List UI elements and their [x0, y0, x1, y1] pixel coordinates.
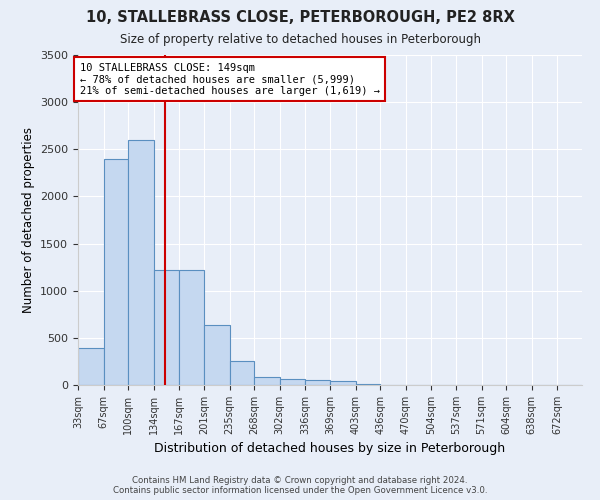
Text: Contains HM Land Registry data © Crown copyright and database right 2024.
Contai: Contains HM Land Registry data © Crown c…: [113, 476, 487, 495]
Bar: [78, 348, 104, 385]
Bar: [355, 384, 380, 385]
Text: 10 STALLEBRASS CLOSE: 149sqm
← 78% of detached houses are smaller (5,999)
21% of: 10 STALLEBRASS CLOSE: 149sqm ← 78% of de…: [79, 62, 380, 96]
X-axis label: Distribution of detached houses by size in Peterborough: Distribution of detached houses by size …: [154, 442, 506, 456]
Bar: [229, 362, 254, 385]
Bar: [104, 158, 128, 385]
Bar: [305, 380, 330, 385]
Bar: [280, 380, 305, 385]
Bar: [179, 270, 204, 385]
Bar: [330, 381, 355, 385]
Bar: [254, 376, 280, 385]
Text: Size of property relative to detached houses in Peterborough: Size of property relative to detached ho…: [119, 32, 481, 46]
Bar: [154, 270, 179, 385]
Bar: [204, 324, 229, 385]
Bar: [128, 140, 154, 385]
Text: 10, STALLEBRASS CLOSE, PETERBOROUGH, PE2 8RX: 10, STALLEBRASS CLOSE, PETERBOROUGH, PE2…: [86, 10, 514, 25]
Y-axis label: Number of detached properties: Number of detached properties: [22, 127, 35, 313]
